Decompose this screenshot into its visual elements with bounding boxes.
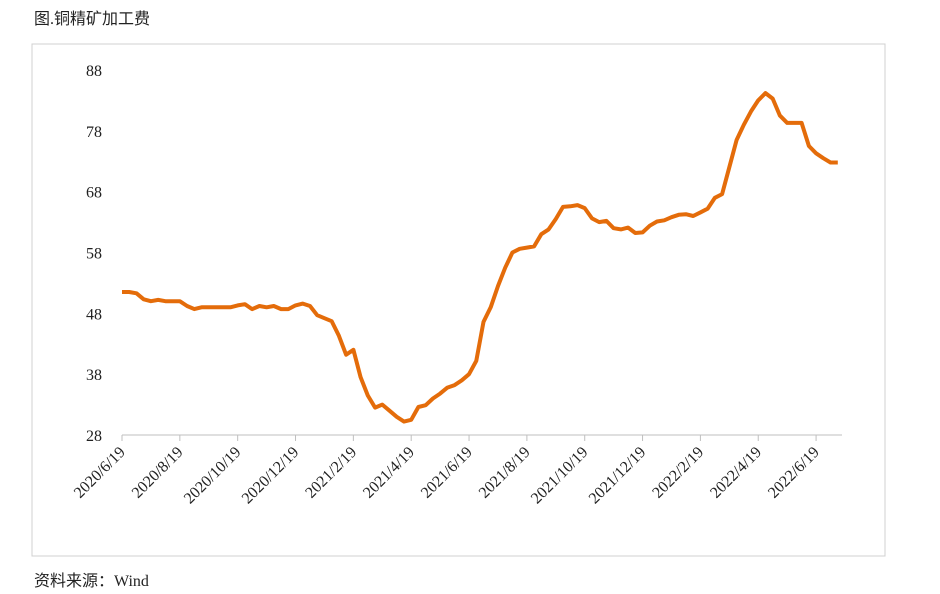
y-tick-label: 38 [86,367,102,384]
y-tick-label: 68 [86,185,102,202]
x-tick-label: 2020/8/19 [129,444,187,502]
x-tick-label: 2021/12/19 [586,444,650,508]
data-line [122,91,838,424]
plot-frame [31,43,886,557]
x-tick-label: 2022/6/19 [765,444,823,502]
y-tick-label: 78 [86,124,102,141]
x-tick-label: 2020/6/19 [71,444,129,502]
x-tick-label: 2021/2/19 [302,444,360,502]
x-tick-label: 2021/8/19 [476,444,534,502]
x-tick-label: 2021/4/19 [360,444,418,502]
y-tick-label: 48 [86,306,102,323]
x-tick-label: 2020/10/19 [181,444,245,508]
x-tick-label: 2022/4/19 [707,444,765,502]
x-tick-label: 2021/10/19 [528,444,592,508]
source-note: 资料来源：Wind [34,572,149,590]
chart-title: 图.铜精矿加工费 [34,10,150,28]
x-tick-label: 2021/6/19 [418,444,476,502]
x-tick-label: 2022/2/19 [649,444,707,502]
y-tick-label: 88 [86,63,102,80]
x-tick-label: 2020/12/19 [239,444,303,508]
y-tick-label: 58 [86,246,102,263]
y-tick-label: 28 [86,428,102,445]
